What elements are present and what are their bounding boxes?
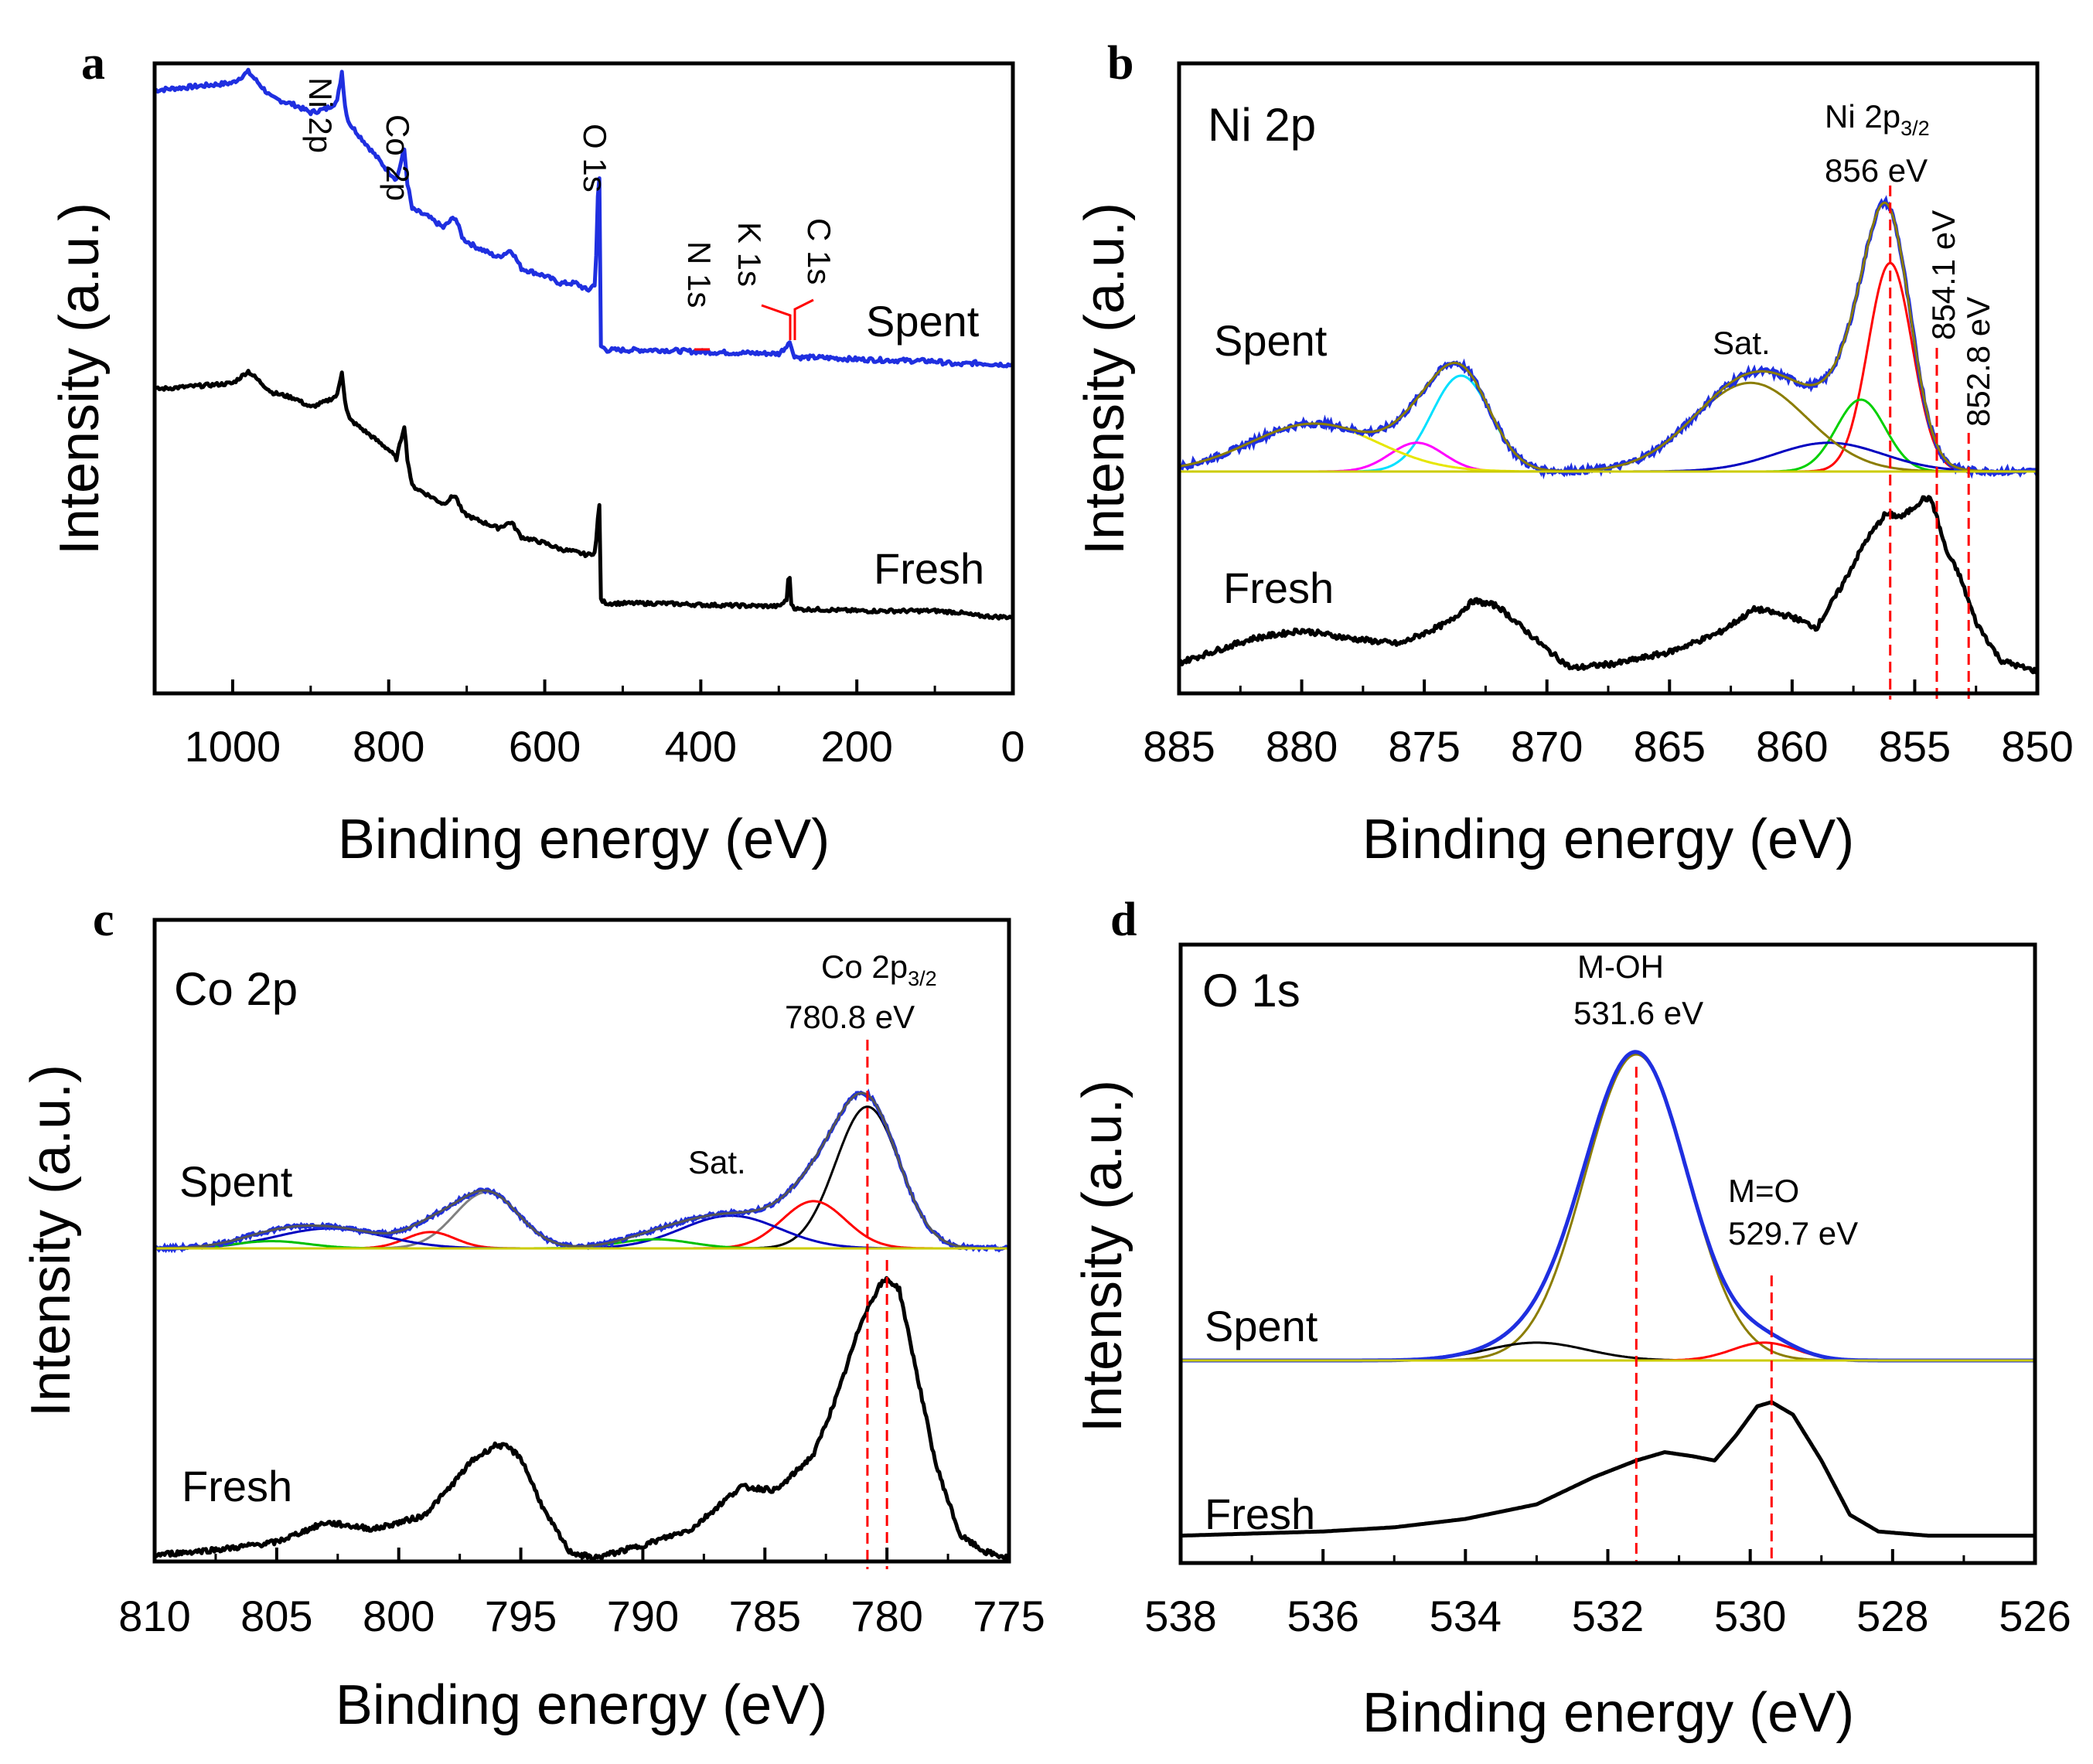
- panel-letter-d: d: [1110, 894, 1137, 946]
- x-tick-label: 855: [1879, 722, 1951, 771]
- panel-c-fresh-label: Fresh: [182, 1462, 292, 1510]
- marker-c-1s: [793, 298, 814, 340]
- x-tick-label: 775: [973, 1592, 1045, 1640]
- x-tick-label: 532: [1572, 1592, 1644, 1640]
- x-tick-label: 200: [820, 722, 892, 771]
- x-tick-label: 880: [1266, 722, 1338, 771]
- x-tick-label: 780: [850, 1592, 922, 1640]
- x-tick-label: 795: [485, 1592, 557, 1640]
- panel-c-spent-label: Spent: [179, 1157, 293, 1206]
- panel-b-ref-856-title-sub: 3/2: [1900, 117, 1930, 140]
- panel-d-ref-5297-label: 529.7 eV: [1728, 1215, 1858, 1251]
- panel-a-fresh-label: Fresh: [874, 544, 984, 593]
- panel-d-ref-5297-title: M=O: [1728, 1173, 1799, 1209]
- panel-b-inner-title: Ni 2p: [1208, 99, 1316, 151]
- series-fresh: [1178, 495, 2040, 675]
- x-tick-label: 534: [1430, 1592, 1502, 1640]
- x-tick-label: 1000: [185, 722, 281, 771]
- x-tick-label: 800: [363, 1592, 435, 1640]
- x-tick-label: 528: [1856, 1592, 1928, 1640]
- panel-letter-c: c: [93, 894, 114, 946]
- component-fit-yellow: [1178, 422, 2037, 473]
- annotation-k-1s: K 1s: [731, 222, 768, 287]
- panel-a-survey: 1000 800 600 400 200 0 Binding energy (eV) In…: [49, 61, 1025, 870]
- panel-d-y-title: Intensity (a.u.): [1072, 1080, 1133, 1432]
- x-tick-label: 885: [1143, 722, 1215, 771]
- panel-d-plot-area: [1180, 1050, 2036, 1563]
- panel-b-ref-8541-label: 854.1 eV: [1925, 210, 1962, 340]
- panel-b-x-title: Binding energy (eV): [1362, 809, 1854, 870]
- panel-c-ref-7808-title-main: Co 2p: [821, 948, 908, 985]
- panel-c-sat-label: Sat.: [688, 1144, 746, 1180]
- x-tick-label: 526: [1999, 1592, 2071, 1640]
- x-tick-label: 810: [118, 1592, 190, 1640]
- x-tick-label: 530: [1714, 1592, 1786, 1640]
- panel-a-spent-label: Spent: [866, 297, 980, 346]
- series-fresh: [153, 369, 1015, 621]
- x-tick-label: 860: [1756, 722, 1828, 771]
- panel-b-ref-856-title-main: Ni 2p: [1825, 98, 1900, 135]
- x-tick-label: 400: [665, 722, 737, 771]
- panel-c-plot-area: [152, 1040, 1011, 1569]
- panel-c-ref-7808-title: Co 2p3/2: [821, 948, 937, 990]
- panel-d-ref-5316-label: 531.6 eV: [1573, 995, 1703, 1031]
- panel-b-sat-label: Sat.: [1713, 325, 1771, 361]
- panel-b-ni-2p: 885 880 875 870 865 860 855 850 Binding energy …: [1074, 61, 2074, 870]
- series-spent: [154, 67, 1014, 369]
- x-tick-label: 536: [1287, 1592, 1358, 1640]
- x-tick-label: 600: [509, 722, 581, 771]
- component-fit-olive: [1179, 381, 2037, 473]
- x-tick-label: 790: [607, 1592, 679, 1640]
- panel-c-ref-7808-title-sub: 3/2: [908, 967, 937, 990]
- panel-b-fresh-label: Fresh: [1223, 564, 1334, 612]
- panel-b-y-title: Intensity (a.u.): [1074, 203, 1136, 555]
- x-tick-label: 875: [1388, 722, 1460, 771]
- annotation-o-1s: O 1s: [577, 124, 613, 192]
- panel-a-frame: [152, 61, 1015, 696]
- panel-a-y-title: Intensity (a.u.): [49, 203, 111, 555]
- x-tick-label: 0: [1000, 722, 1024, 771]
- panel-d-inner-title: O 1s: [1202, 965, 1300, 1017]
- panel-b-ref-8528-label: 852.8 eV: [1960, 297, 1996, 427]
- panel-b-ref-856-title: Ni 2p3/2: [1825, 98, 1930, 140]
- panel-d-x-title: Binding energy (eV): [1362, 1682, 1854, 1744]
- x-tick-label: 785: [729, 1592, 801, 1640]
- series-fresh: [1180, 1400, 2036, 1538]
- marker-k-1s: [761, 304, 792, 340]
- panel-c-x-title: Binding energy (eV): [336, 1674, 827, 1736]
- panel-b-plot-area: [1178, 186, 2040, 700]
- x-tick-label: 805: [240, 1592, 312, 1640]
- x-tick-label: 800: [353, 722, 424, 771]
- panel-c-y-title: Intensity (a.u.): [20, 1064, 82, 1417]
- x-tick-label: 865: [1634, 722, 1706, 771]
- x-tick-label: 538: [1144, 1592, 1216, 1640]
- panel-d-spent-label: Spent: [1205, 1302, 1318, 1350]
- panel-d-o-1s: 538 536 534 532 530 528 526 Binding energy (eV…: [1072, 942, 2071, 1744]
- annotation-ni-2p: Ni 2p: [302, 77, 339, 153]
- panel-b-ref-856-label: 856 eV: [1825, 152, 1928, 189]
- x-tick-label: 870: [1511, 722, 1583, 771]
- panel-d-fresh-label: Fresh: [1205, 1490, 1315, 1538]
- x-tick-label: 850: [2001, 722, 2073, 771]
- panel-c-ref-7808-label: 780.8 eV: [785, 999, 915, 1035]
- panel-a-x-axis: 1000 800 600 400 200 0: [185, 679, 1025, 771]
- panel-d-x-axis: 538 536 534 532 530 528 526: [1144, 1549, 2071, 1640]
- panel-c-co-2p: 810 805 800 795 790 785 780 775 Binding energy …: [20, 918, 1045, 1736]
- panel-c-inner-title: Co 2p: [174, 963, 298, 1015]
- panel-a-x-title: Binding energy (eV): [338, 809, 830, 870]
- panel-b-x-axis: 885 880 875 870 865 860 855 850: [1143, 679, 2074, 771]
- annotation-n-1s: N 1s: [681, 241, 718, 308]
- panel-letter-a: a: [81, 37, 105, 90]
- series-fresh: [153, 1275, 1011, 1562]
- annotation-co-2p: Co 2p: [380, 114, 416, 201]
- panel-d-ref-5316-title: M-OH: [1577, 948, 1664, 985]
- annotation-c-1s: C 1s: [801, 218, 837, 284]
- series-spent-envelope: [1178, 201, 2037, 473]
- panel-b-spent-label: Spent: [1214, 316, 1328, 365]
- panel-c-x-axis: 810 805 800 795 790 785 780 775: [118, 1548, 1045, 1640]
- panel-a-plot-area: [153, 67, 1015, 621]
- panel-letter-b: b: [1107, 37, 1133, 90]
